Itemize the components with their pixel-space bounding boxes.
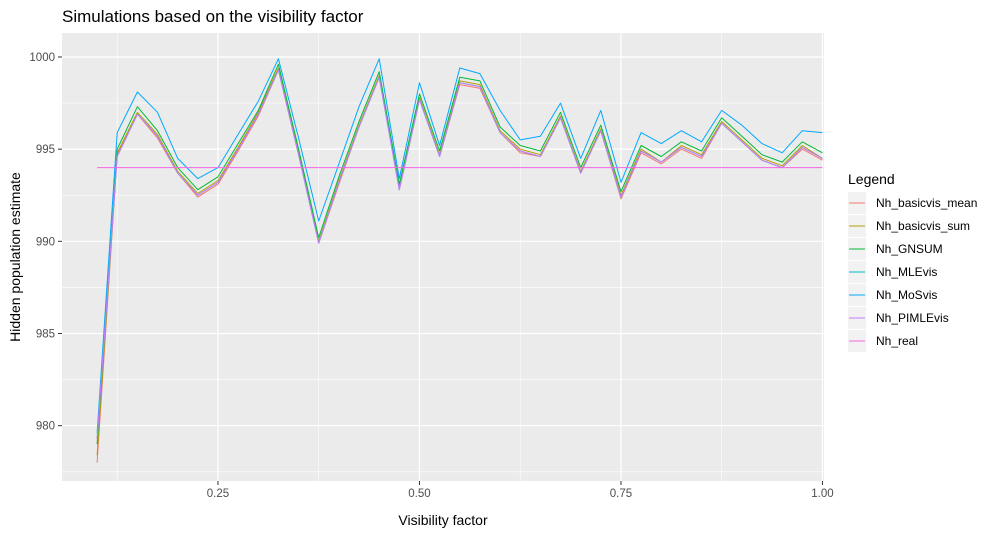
y-tick-label-2: 990 — [36, 236, 55, 248]
legend-item-1: Nh_basicvis_sum — [848, 215, 970, 237]
chart-title: Simulations based on the visibility fact… — [62, 7, 364, 26]
y-axis-title: Hidden population estimate — [7, 172, 23, 342]
x-axis: 0.25 0.50 0.75 1.00 — [207, 481, 834, 500]
y-axis: 980 985 990 995 1000 — [29, 52, 62, 433]
legend-label-6: Nh_real — [876, 334, 918, 348]
y-tick-label-0: 980 — [36, 421, 55, 433]
legend-item-5: Nh_PIMLEvis — [848, 307, 949, 329]
x-tick-label-2: 0.75 — [610, 488, 632, 500]
y-tick-label-1: 985 — [36, 329, 55, 341]
legend-label-5: Nh_PIMLEvis — [876, 311, 949, 325]
x-tick-label-3: 1.00 — [811, 488, 833, 500]
legend-label-0: Nh_basicvis_mean — [876, 196, 977, 210]
x-axis-title: Visibility factor — [398, 512, 488, 528]
legend-item-3: Nh_MLEvis — [848, 261, 937, 283]
legend-title: Legend — [848, 171, 895, 187]
series-lines — [96, 58, 823, 463]
series-line-2 — [96, 63, 823, 445]
legend-label-2: Nh_GNSUM — [876, 242, 943, 256]
legend-items: Nh_basicvis_mean Nh_basicvis_sum Nh_GNSUM N… — [848, 192, 977, 352]
legend-item-2: Nh_GNSUM — [848, 238, 943, 260]
y-tick-label-4: 1000 — [29, 52, 55, 64]
legend-item-0: Nh_basicvis_mean — [848, 192, 977, 214]
legend-label-3: Nh_MLEvis — [876, 265, 937, 279]
legend-label-1: Nh_basicvis_sum — [876, 219, 970, 233]
x-tick-label-1: 0.50 — [408, 488, 430, 500]
minor-gridlines — [62, 33, 824, 481]
series-line-5 — [96, 69, 823, 439]
y-tick-label-3: 995 — [36, 144, 55, 156]
plot-panel — [62, 33, 824, 481]
legend-label-4: Nh_MoSvis — [876, 288, 937, 302]
series-line-1 — [96, 67, 823, 456]
x-tick-label-0: 0.25 — [207, 488, 229, 500]
legend-item-6: Nh_real — [848, 330, 918, 352]
major-gridlines — [62, 33, 824, 481]
legend-item-4: Nh_MoSvis — [848, 284, 937, 306]
legend: Legend Nh_basicvis_meanNh_basicvis_sumNh… — [848, 171, 977, 352]
